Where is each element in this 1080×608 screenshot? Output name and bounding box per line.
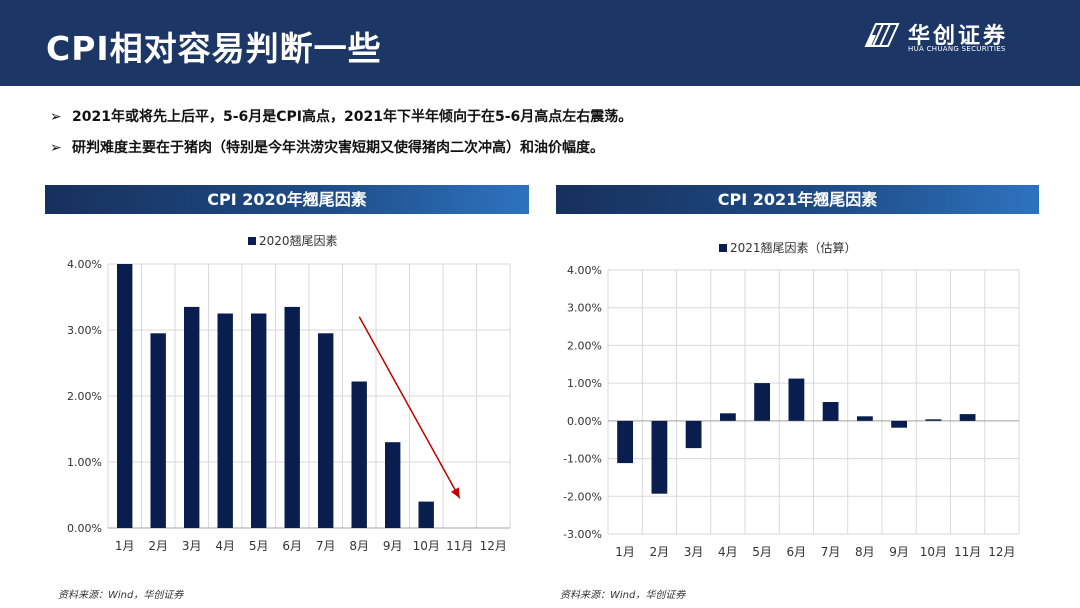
y-tick-label: -2.00% bbox=[563, 490, 602, 503]
y-tick-label: 1.00% bbox=[67, 456, 102, 469]
x-tick-label: 4月 bbox=[718, 545, 738, 559]
bar-11月 bbox=[959, 414, 976, 421]
bullet-point-1: ➢ 2021年或将先上后平，5-6月是CPI高点，2021年下半年倾向于在5-6月… bbox=[50, 106, 632, 126]
x-tick-label: 6月 bbox=[787, 545, 807, 559]
legend-label: 2021翘尾因素（估算） bbox=[730, 240, 857, 255]
bar-2月 bbox=[150, 333, 166, 528]
y-tick-label: 2.00% bbox=[67, 390, 102, 403]
x-tick-label: 6月 bbox=[282, 539, 302, 553]
x-tick-label: 10月 bbox=[920, 545, 947, 559]
logo-chinese-name: 华创证券 bbox=[908, 24, 1009, 49]
bar-9月 bbox=[385, 442, 401, 528]
bar-5月 bbox=[754, 383, 770, 421]
x-tick-label: 9月 bbox=[889, 545, 909, 559]
bar-3月 bbox=[685, 420, 702, 449]
bar-2月 bbox=[651, 420, 668, 494]
y-tick-label: 3.00% bbox=[67, 324, 102, 337]
cpi-2021-carryover-chart: -3.00% -2.00% -1.00% 0.00% 1.00% 2.00% 3.00% 4.… bbox=[563, 240, 1020, 559]
bar-10月 bbox=[925, 419, 942, 421]
logo-mark-icon bbox=[864, 23, 900, 47]
bullet-point-2: ➢ 研判难度主要在于猪肉（特别是今年洪涝灾害短期又使得猪肉二次冲高）和油价幅度。 bbox=[50, 137, 604, 157]
bar-1月 bbox=[117, 264, 133, 528]
x-tick-label: 8月 bbox=[349, 539, 369, 553]
cpi-2020-carryover-chart: 0.00% 1.00% 2.00% 3.00% 4.00% 1月 2月 3月 4月 5月 6月 7月 8… bbox=[67, 234, 511, 553]
y-tick-label: 4.00% bbox=[67, 258, 102, 271]
x-tick-label: 1月 bbox=[615, 545, 635, 559]
y-tick-label: 4.00% bbox=[567, 264, 602, 277]
bar-6月 bbox=[788, 378, 805, 421]
legend-label: 2020翘尾因素 bbox=[259, 234, 338, 248]
y-tick-label: 0.00% bbox=[67, 522, 102, 535]
bar-4月 bbox=[217, 313, 233, 528]
left-chart-title: CPI 2020年翘尾因素 bbox=[45, 185, 529, 214]
bar-5月 bbox=[251, 313, 267, 528]
bar-7月 bbox=[318, 333, 334, 528]
company-logo: 华创证券 HUA CHUANG SECURITIES bbox=[862, 18, 1022, 58]
x-tick-label: 11月 bbox=[954, 545, 981, 559]
bullet-arrow-icon: ➢ bbox=[50, 109, 62, 125]
right-source-note: 资料来源：Wind，华创证券 bbox=[560, 590, 686, 601]
x-tick-label: 4月 bbox=[215, 539, 235, 553]
bar-6月 bbox=[284, 306, 300, 528]
bar-7月 bbox=[822, 402, 839, 421]
x-tick-label: 2月 bbox=[650, 545, 670, 559]
bar-10月 bbox=[418, 501, 434, 528]
x-tick-label: 11月 bbox=[446, 539, 473, 553]
x-tick-label: 5月 bbox=[752, 545, 772, 559]
x-tick-label: 7月 bbox=[316, 539, 336, 553]
bar-1月 bbox=[617, 420, 633, 464]
page-title: CPI相对容易判断一些 bbox=[46, 29, 382, 68]
bullet-arrow-icon: ➢ bbox=[50, 140, 62, 156]
x-tick-label: 5月 bbox=[249, 539, 269, 553]
y-tick-label: 3.00% bbox=[567, 302, 602, 315]
right-chart-title: CPI 2021年翘尾因素 bbox=[556, 185, 1039, 214]
x-tick-label: 3月 bbox=[182, 539, 202, 553]
x-tick-label: 9月 bbox=[383, 539, 403, 553]
x-tick-label: 12月 bbox=[480, 539, 507, 553]
bar-8月 bbox=[857, 416, 873, 421]
x-tick-label: 8月 bbox=[855, 545, 875, 559]
bar-4月 bbox=[720, 413, 736, 421]
x-tick-label: 10月 bbox=[413, 539, 440, 553]
x-tick-label: 2月 bbox=[148, 539, 168, 553]
trend-arrow-line bbox=[358, 316, 461, 499]
bar-9月 bbox=[891, 420, 907, 428]
x-tick-label: 7月 bbox=[821, 545, 841, 559]
trend-arrow-head-icon bbox=[450, 487, 460, 499]
y-tick-label: 2.00% bbox=[567, 339, 602, 352]
legend-swatch bbox=[719, 244, 727, 252]
y-tick-label: 0.00% bbox=[567, 415, 602, 428]
logo-english-name: HUA CHUANG SECURITIES bbox=[908, 45, 1006, 53]
y-tick-label: 1.00% bbox=[567, 377, 602, 390]
x-tick-label: 1月 bbox=[115, 539, 135, 553]
x-tick-label: 3月 bbox=[684, 545, 704, 559]
header-bar: CPI相对容易判断一些 华创证券 HUA CHUANG SECURITIES bbox=[0, 0, 1080, 86]
x-tick-label: 12月 bbox=[988, 545, 1015, 559]
legend-swatch bbox=[248, 237, 256, 245]
bar-3月 bbox=[184, 306, 200, 528]
bar-8月 bbox=[351, 381, 367, 528]
y-tick-label: -1.00% bbox=[563, 453, 602, 466]
y-tick-label: -3.00% bbox=[563, 528, 602, 541]
bullet-text: 2021年或将先上后平，5-6月是CPI高点，2021年下半年倾向于在5-6月高… bbox=[72, 109, 633, 125]
bullet-text: 研判难度主要在于猪肉（特别是今年洪涝灾害短期又使得猪肉二次冲高）和油价幅度。 bbox=[72, 140, 604, 156]
left-source-note: 资料来源：Wind，华创证券 bbox=[58, 590, 184, 601]
